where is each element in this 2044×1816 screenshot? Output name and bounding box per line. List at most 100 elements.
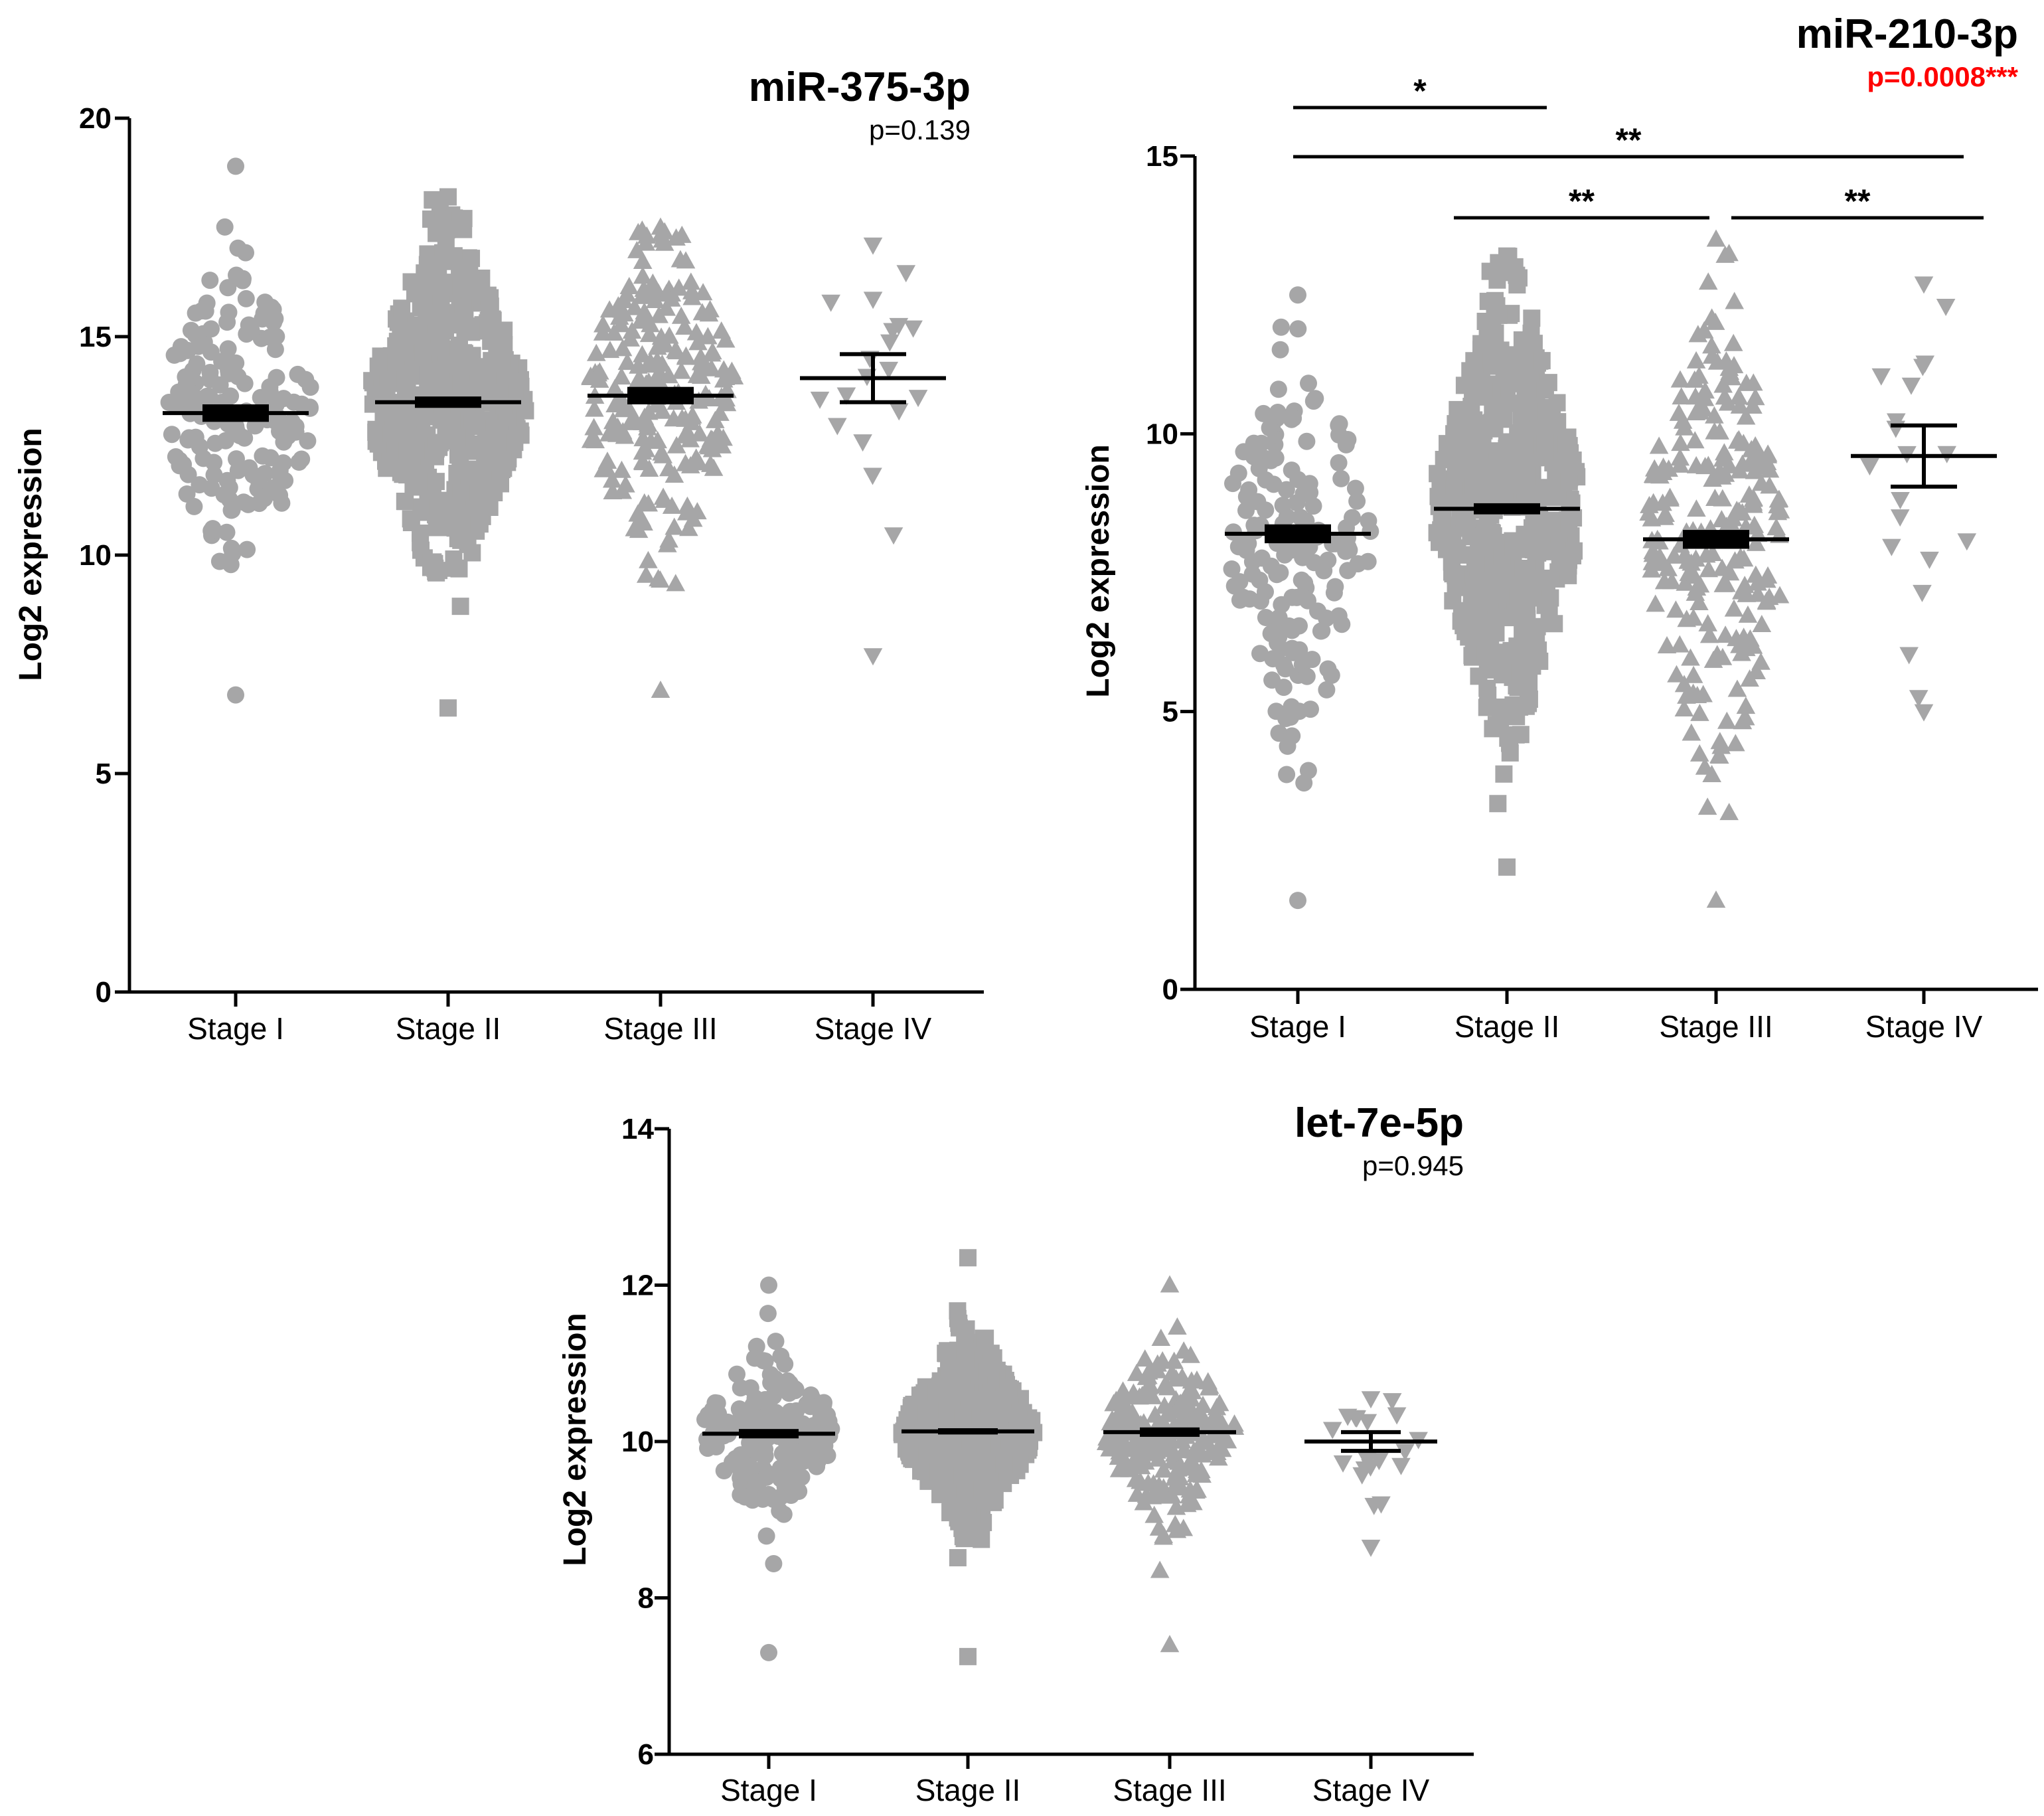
data-point — [427, 448, 445, 465]
data-point — [724, 1453, 741, 1471]
data-point — [1283, 461, 1300, 479]
data-point — [1891, 491, 1910, 509]
data-point — [1309, 602, 1326, 620]
data-point — [236, 429, 254, 447]
data-point — [440, 313, 458, 331]
data-point — [756, 1447, 774, 1465]
data-point — [605, 378, 625, 396]
data-point — [224, 544, 242, 562]
data-point — [216, 218, 234, 236]
y-tick-label: 20 — [79, 102, 112, 135]
data-point — [1300, 374, 1317, 392]
bracket-stars: ** — [1616, 122, 1642, 159]
data-point — [1717, 516, 1737, 534]
data-point — [712, 321, 732, 339]
data-point — [506, 386, 524, 404]
data-point — [981, 1453, 999, 1471]
data-point — [693, 283, 713, 301]
data-point — [1097, 1428, 1117, 1446]
data-point — [956, 1356, 974, 1374]
data-point — [879, 361, 899, 379]
data-point — [655, 233, 674, 251]
data-point — [426, 559, 444, 577]
data-point — [1478, 324, 1496, 342]
data-point — [219, 279, 237, 297]
data-point — [586, 431, 605, 449]
data-point — [1346, 479, 1364, 497]
x-category-label: Stage III — [603, 1011, 717, 1046]
data-point — [949, 1549, 967, 1567]
data-point — [705, 410, 725, 428]
data-point — [180, 429, 198, 447]
data-point — [405, 428, 423, 446]
data-point — [1330, 415, 1348, 433]
data-point — [633, 266, 653, 284]
data-point — [1518, 604, 1536, 621]
data-point — [1670, 370, 1690, 388]
data-point — [1455, 428, 1473, 446]
data-point — [942, 1487, 960, 1505]
data-point — [659, 326, 679, 344]
data-point — [1674, 699, 1694, 716]
data-point — [1237, 488, 1255, 506]
data-point — [1209, 1448, 1228, 1466]
data-point — [978, 1359, 996, 1376]
data-point — [1737, 584, 1757, 602]
data-point — [1135, 1349, 1155, 1367]
data-point — [771, 1502, 789, 1520]
data-point — [228, 450, 245, 468]
data-point — [459, 259, 477, 277]
data-point — [590, 362, 609, 380]
data-point — [1121, 1440, 1140, 1457]
data-point — [1503, 439, 1521, 457]
data-point — [863, 467, 882, 485]
y-ticks: 0 5 10 15 20 — [79, 102, 875, 1009]
data-point — [1715, 245, 1735, 263]
data-point — [1914, 276, 1934, 294]
data-point — [206, 434, 224, 452]
y-tick-label: 15 — [1146, 140, 1178, 173]
data-point — [956, 1481, 974, 1499]
data-point — [1702, 764, 1721, 782]
data-point — [1725, 291, 1744, 309]
data-point — [1770, 501, 1790, 519]
data-point — [719, 1413, 736, 1431]
data-point — [1508, 346, 1526, 364]
data-point — [1498, 858, 1516, 876]
data-point — [483, 430, 501, 448]
data-point — [1285, 643, 1302, 661]
data-point — [1688, 686, 1707, 704]
data-point — [1136, 1442, 1156, 1460]
y-tick-label: 10 — [1146, 418, 1178, 450]
data-point — [1519, 582, 1537, 600]
data-point — [657, 284, 676, 302]
data-point — [1151, 1329, 1171, 1347]
data-point — [261, 383, 279, 401]
data-points — [696, 1249, 1428, 1665]
data-point — [1545, 615, 1563, 633]
data-point — [696, 1410, 714, 1428]
data-point — [1495, 765, 1513, 783]
data-point — [1431, 477, 1449, 495]
data-point — [1304, 497, 1322, 515]
data-point — [272, 467, 289, 485]
data-point — [1261, 419, 1279, 437]
data-point — [1501, 744, 1519, 762]
data-point — [1670, 635, 1690, 653]
data-point — [1690, 744, 1709, 762]
data-point — [1182, 1382, 1202, 1400]
data-point — [1339, 431, 1357, 448]
x-category-label: Stage III — [1113, 1773, 1226, 1807]
data-point — [1520, 485, 1537, 503]
data-point — [1478, 593, 1496, 611]
data-point — [1257, 471, 1275, 489]
data-point — [1560, 473, 1578, 491]
data-point — [900, 1405, 918, 1423]
data-point — [702, 440, 722, 457]
data-point — [1730, 635, 1749, 653]
data-point — [465, 463, 483, 481]
panel-let-7e-5p: let-7e-5p p=0.945 Log2 expression 6 8 10 12… — [558, 1100, 1474, 1807]
data-point — [633, 220, 652, 238]
data-point — [235, 493, 252, 511]
mean-sem-bars — [1225, 423, 1997, 549]
